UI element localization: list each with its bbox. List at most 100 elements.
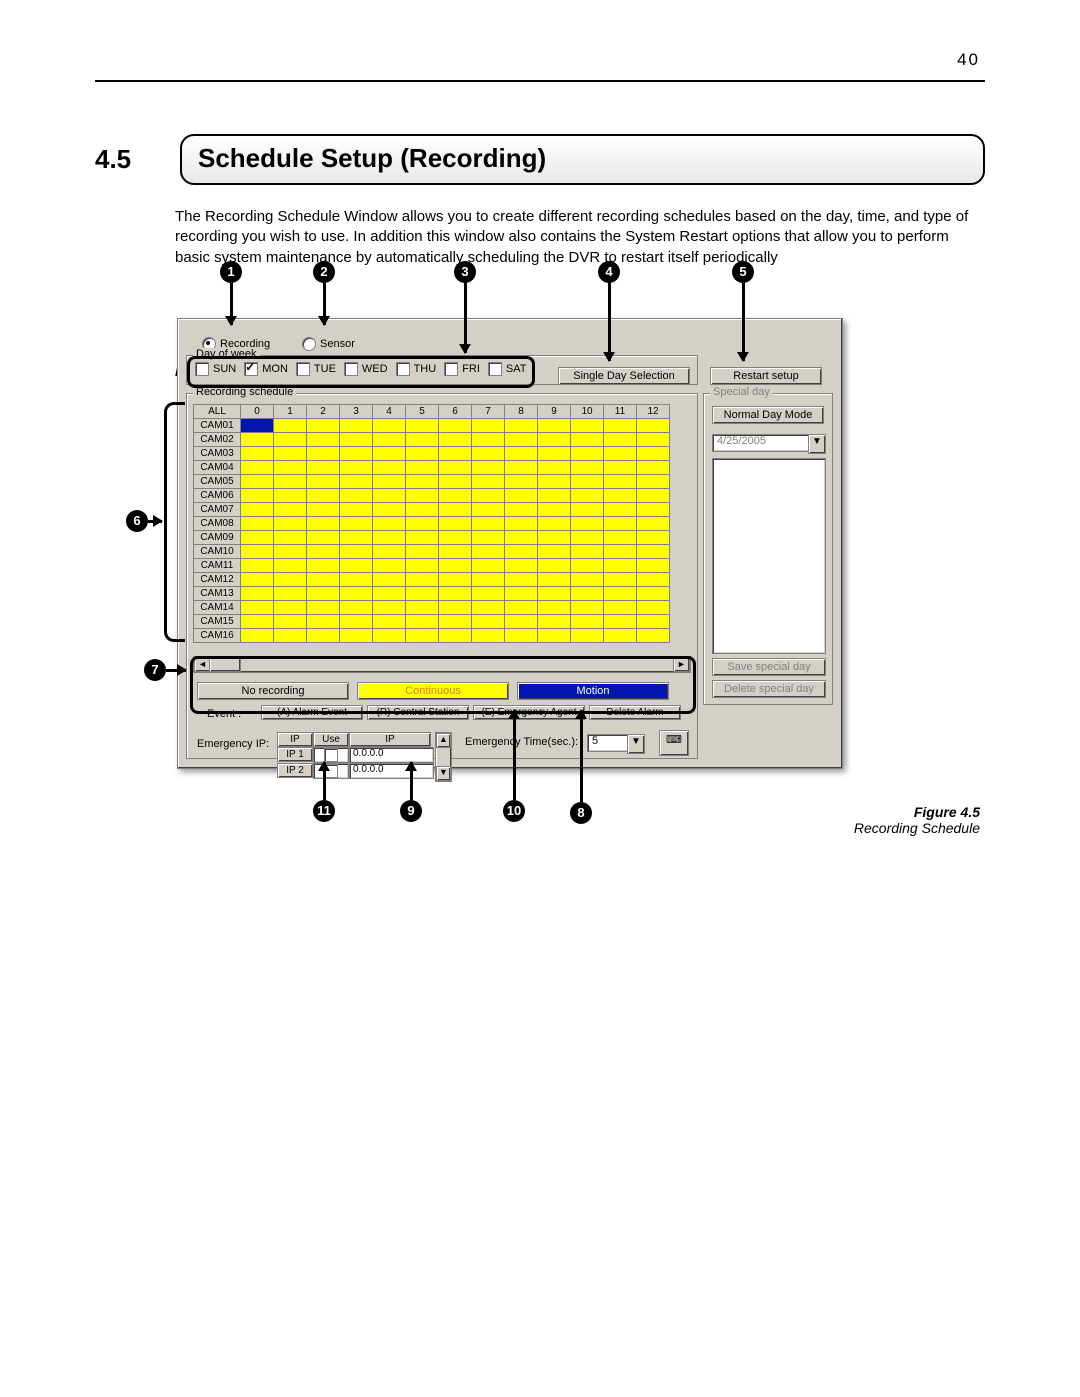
schedule-cell[interactable]: [472, 475, 505, 489]
schedule-cell[interactable]: [472, 559, 505, 573]
schedule-row-header[interactable]: CAM03: [194, 447, 241, 461]
schedule-cell[interactable]: [538, 461, 571, 475]
schedule-col-header[interactable]: 2: [307, 405, 340, 419]
schedule-col-header[interactable]: 9: [538, 405, 571, 419]
scroll-right-icon[interactable]: ►: [673, 657, 690, 672]
schedule-cell[interactable]: [439, 587, 472, 601]
schedule-cell[interactable]: [604, 531, 637, 545]
day-checkbox-fri[interactable]: FRI: [444, 362, 480, 376]
schedule-cell[interactable]: [472, 461, 505, 475]
scroll-up-icon[interactable]: ▲: [436, 733, 451, 748]
schedule-cell[interactable]: [373, 573, 406, 587]
schedule-cell[interactable]: [340, 503, 373, 517]
schedule-cell[interactable]: [604, 587, 637, 601]
schedule-cell[interactable]: [406, 447, 439, 461]
schedule-cell[interactable]: [472, 601, 505, 615]
schedule-cell[interactable]: [274, 489, 307, 503]
sensor-radio[interactable]: Sensor: [302, 337, 355, 351]
schedule-cell[interactable]: [307, 517, 340, 531]
schedule-cell[interactable]: [604, 503, 637, 517]
schedule-cell[interactable]: [538, 601, 571, 615]
schedule-cell[interactable]: [604, 419, 637, 433]
schedule-cell[interactable]: [472, 503, 505, 517]
schedule-cell[interactable]: [439, 503, 472, 517]
schedule-cell[interactable]: [571, 601, 604, 615]
schedule-cell[interactable]: [439, 475, 472, 489]
schedule-cell[interactable]: [340, 461, 373, 475]
schedule-cell[interactable]: [538, 531, 571, 545]
continuous-button[interactable]: Continuous: [357, 682, 509, 700]
schedule-cell[interactable]: [505, 629, 538, 643]
schedule-cell[interactable]: [274, 601, 307, 615]
schedule-horizontal-scrollbar[interactable]: ◄ ►: [193, 656, 691, 673]
schedule-cell[interactable]: [604, 573, 637, 587]
schedule-cell[interactable]: [571, 489, 604, 503]
schedule-cell[interactable]: [373, 629, 406, 643]
schedule-cell[interactable]: [604, 629, 637, 643]
schedule-col-header[interactable]: 4: [373, 405, 406, 419]
schedule-cell[interactable]: [340, 559, 373, 573]
schedule-row-header[interactable]: CAM07: [194, 503, 241, 517]
schedule-cell[interactable]: [505, 531, 538, 545]
schedule-cell[interactable]: [373, 601, 406, 615]
schedule-cell[interactable]: [538, 433, 571, 447]
schedule-cell[interactable]: [604, 517, 637, 531]
schedule-cell[interactable]: [505, 447, 538, 461]
schedule-cell[interactable]: [637, 629, 670, 643]
day-checkbox-tue[interactable]: TUE: [296, 362, 336, 376]
delete-special-day-button[interactable]: Delete special day: [712, 680, 826, 698]
schedule-cell[interactable]: [637, 559, 670, 573]
schedule-cell[interactable]: [637, 489, 670, 503]
schedule-cell[interactable]: [406, 503, 439, 517]
schedule-row-header[interactable]: CAM13: [194, 587, 241, 601]
schedule-cell[interactable]: [373, 433, 406, 447]
schedule-cell[interactable]: [439, 601, 472, 615]
schedule-cell[interactable]: [307, 545, 340, 559]
schedule-cell[interactable]: [505, 545, 538, 559]
schedule-cell[interactable]: [406, 475, 439, 489]
schedule-cell[interactable]: [241, 629, 274, 643]
schedule-cell[interactable]: [604, 615, 637, 629]
schedule-cell[interactable]: [340, 433, 373, 447]
schedule-cell[interactable]: [373, 489, 406, 503]
schedule-cell[interactable]: [604, 545, 637, 559]
schedule-cell[interactable]: [274, 475, 307, 489]
schedule-cell[interactable]: [637, 517, 670, 531]
schedule-cell[interactable]: [340, 629, 373, 643]
schedule-cell[interactable]: [373, 615, 406, 629]
schedule-cell[interactable]: [340, 419, 373, 433]
motion-button[interactable]: Motion: [517, 682, 669, 700]
schedule-cell[interactable]: [637, 461, 670, 475]
schedule-cell[interactable]: [604, 489, 637, 503]
schedule-cell[interactable]: [406, 531, 439, 545]
schedule-cell[interactable]: [571, 587, 604, 601]
schedule-cell[interactable]: [538, 587, 571, 601]
schedule-cell[interactable]: [373, 587, 406, 601]
schedule-col-header[interactable]: 1: [274, 405, 307, 419]
schedule-cell[interactable]: [307, 559, 340, 573]
schedule-cell[interactable]: [241, 433, 274, 447]
schedule-cell[interactable]: [307, 447, 340, 461]
schedule-cell[interactable]: [373, 419, 406, 433]
schedule-col-header[interactable]: ALL: [194, 405, 241, 419]
save-special-day-button[interactable]: Save special day: [712, 658, 826, 676]
schedule-cell[interactable]: [637, 475, 670, 489]
schedule-cell[interactable]: [571, 559, 604, 573]
schedule-cell[interactable]: [439, 545, 472, 559]
schedule-row-header[interactable]: CAM11: [194, 559, 241, 573]
scroll-down-icon[interactable]: ▼: [436, 766, 451, 781]
special-date-dropdown-button[interactable]: ▼: [808, 434, 826, 454]
schedule-cell[interactable]: [406, 489, 439, 503]
schedule-cell[interactable]: [241, 461, 274, 475]
schedule-col-header[interactable]: 7: [472, 405, 505, 419]
schedule-cell[interactable]: [505, 419, 538, 433]
schedule-cell[interactable]: [538, 615, 571, 629]
day-checkbox-thu[interactable]: THU: [396, 362, 437, 376]
schedule-cell[interactable]: [340, 517, 373, 531]
scroll-thumb[interactable]: [209, 657, 241, 672]
schedule-cell[interactable]: [439, 461, 472, 475]
schedule-cell[interactable]: [505, 573, 538, 587]
schedule-cell[interactable]: [241, 615, 274, 629]
schedule-cell[interactable]: [340, 587, 373, 601]
schedule-row-header[interactable]: CAM10: [194, 545, 241, 559]
